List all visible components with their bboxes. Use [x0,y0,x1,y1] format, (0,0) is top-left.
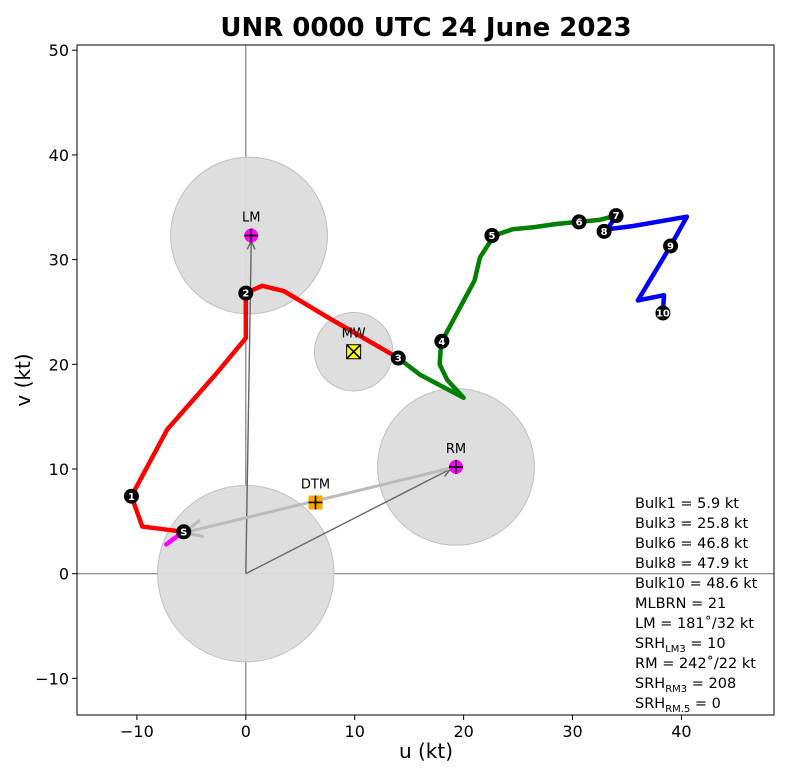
stat-srh-rm5: SRHRM.5 = 0 [635,696,721,715]
y-tick-label: 40 [49,146,69,165]
height-marker-label-3: 3 [395,354,402,365]
stat-mlbrn: MLBRN = 21 [635,596,726,612]
stat-bulk3: Bulk3 = 25.8 kt [635,516,748,532]
point-mw-cross [346,344,362,360]
height-marker-label-7: 7 [613,211,620,222]
stat-bulk8: Bulk8 = 47.9 kt [635,556,748,572]
point-lm-cross [244,228,259,243]
stat-srh-lm3: SRHLM3 = 10 [635,636,726,655]
stat-bulk1: Bulk1 = 5.9 kt [635,496,739,512]
height-marker-label-6: 6 [576,218,583,229]
y-tick-label: 10 [49,460,69,479]
point-dtm-cross [308,495,323,510]
y-tick-label: 0 [59,565,69,584]
stat-rm: RM = 242˚/22 kt [635,655,756,672]
point-rm-label: RM [446,442,466,457]
x-tick-label: 30 [562,722,582,741]
height-marker-7 [608,208,624,224]
height-marker-label-4: 4 [438,337,445,348]
stat-srh-rm3: SRHRM3 = 208 [635,676,736,695]
height-marker-label-8: 8 [601,227,608,238]
hodograph-segment-2 [129,283,401,535]
y-tick-label: 50 [49,41,69,60]
x-axis-label: u (kt) [399,739,453,763]
hodograph-segment-3 [396,213,619,401]
height-marker-1 [123,488,139,504]
point-dtm-label: DTM [301,477,330,492]
height-marker-label-S: S [180,527,187,538]
height-marker-label-9: 9 [667,242,674,253]
height-marker-5 [484,228,500,244]
plot-area: LM MW RM DTM S 1 2 3 4 5 6 78 9 10 −10 0 10 20 30 40 −10 0 10 2… [35,41,775,741]
height-marker-label-2: 2 [242,289,249,300]
height-marker-S [176,524,192,540]
y-tick-label: −10 [35,669,69,688]
x-tick-label: −10 [120,722,154,741]
height-marker-6 [571,214,587,230]
height-marker-9 [663,238,679,254]
height-marker-label-10: 10 [656,309,670,320]
height-marker-10 [655,305,671,321]
vector-rm [245,469,451,575]
y-axis-label: v (kt) [11,353,35,406]
stat-lm: LM = 181˚/32 kt [635,615,754,632]
chart-title: UNR 0000 UTC 24 June 2023 [220,13,631,43]
x-tick-label: 0 [241,722,251,741]
height-marker-label-5: 5 [488,231,495,242]
height-marker-2 [238,285,254,301]
point-lm-label: LM [242,211,260,226]
y-tick-label: 20 [49,355,69,374]
point-rm-cross [448,459,463,474]
stat-bulk6: Bulk6 = 46.8 kt [635,536,748,552]
x-tick-label: 40 [671,722,691,741]
x-tick-label: 20 [453,722,473,741]
height-marker-8 [596,223,612,239]
height-marker-3 [390,350,406,366]
point-mw-label: MW [342,327,366,342]
height-marker-label-1: 1 [128,492,135,503]
stat-bulk10: Bulk10 = 48.6 kt [635,576,758,592]
x-tick-label: 10 [345,722,365,741]
plot-frame [76,44,775,716]
y-tick-label: 30 [49,251,69,270]
hodograph-segment-4 [605,213,690,316]
height-marker-4 [434,333,450,349]
